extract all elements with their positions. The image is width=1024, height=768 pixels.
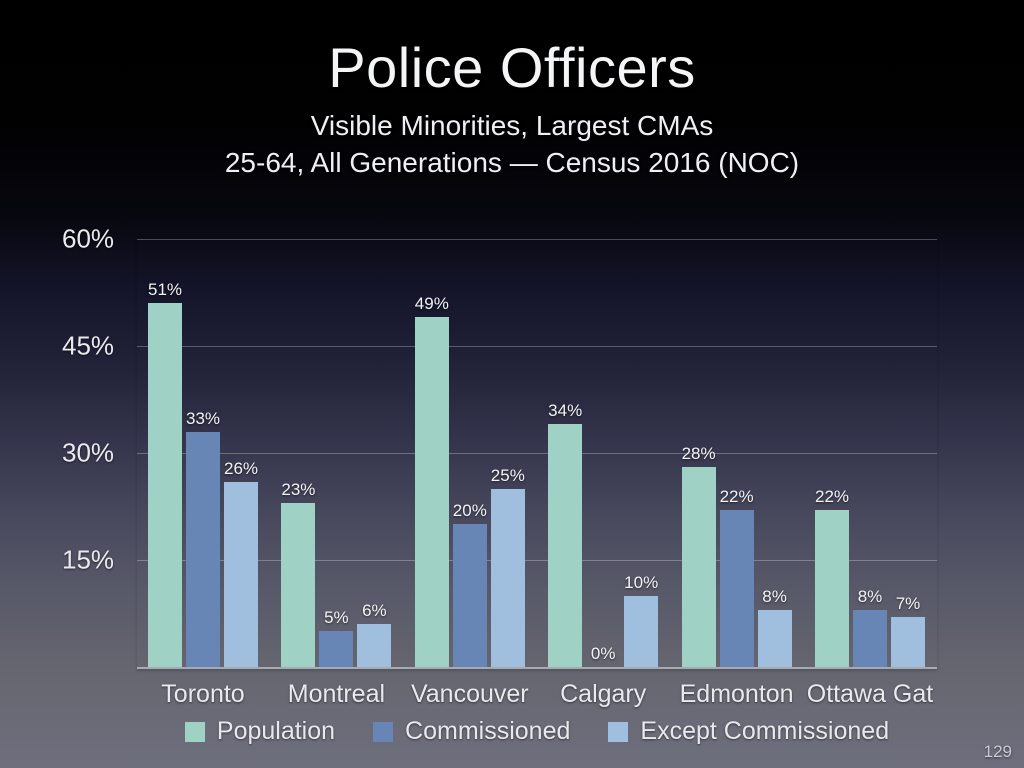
bar-population [681,467,716,667]
bar-value-label: 0% [590,644,616,663]
y-axis-tick-label: 45% [62,330,115,361]
bar-group-montreal: 23% 5% 6% [281,239,392,667]
bar-value-label: 34% [548,401,583,421]
slide-subtitle-line1: Visible Minorities, Largest CMAs [310,110,714,142]
bar-value-label: 49% [414,294,449,314]
bar-except-commissioned [490,488,525,667]
x-axis-category-label: Montreal [287,680,386,708]
bar-except-commissioned [624,595,659,667]
bar-value-label: 7% [895,594,921,614]
x-axis-category-label: Edmonton [679,680,794,708]
bar-value-label: 6% [362,601,387,621]
bar-population [548,424,583,667]
bar-value-label: 22% [719,487,754,507]
slide-title: Police Officers [328,36,696,99]
y-axis-tick-label: 15% [62,544,115,575]
bar-population [148,303,182,667]
bar-value-label: 28% [681,444,716,464]
bar-group-ottawa-gat: 22% 8% 7% [815,239,925,667]
legend-swatch-icon [184,721,205,742]
bar-commissioned [452,524,487,667]
gridline [137,453,937,454]
legend-item-except-commissioned: Except Commissioned [608,717,889,746]
x-axis-category-label: Vancouver [410,680,529,708]
bar-group-calgary: 34% 0% 10% [548,239,658,667]
x-axis-category-label: Calgary [560,680,647,708]
legend-label: Except Commissioned [640,717,890,745]
chart-legend: Population Commissioned Except Commissione… [137,717,937,746]
gridline [137,346,937,347]
bar-population [281,502,316,667]
page-number: 129 [983,742,1012,761]
legend-swatch-icon [373,721,394,742]
gridline [137,239,937,240]
legend-item-population: Population [184,717,336,746]
x-axis-category-label: Ottawa Gat [806,680,934,708]
bar-value-label: 33% [185,408,221,428]
bar-except-commissioned [224,481,258,667]
bar-population [414,317,449,667]
bar-value-label: 25% [490,465,525,485]
legend-item-commissioned: Commissioned [373,717,570,746]
bar-group-toronto: 51% 33% 26% [148,239,258,667]
y-axis-tick-label: 30% [62,437,115,468]
gridline [137,560,937,561]
legend-label: Population [216,717,336,745]
bar-commissioned [719,510,754,667]
plot-area: 51% 33% 26% 23% 5% 6% 49% 20% 25% 34% 0% 10% 28% 22% 8… [137,239,937,669]
legend-swatch-icon [608,721,629,742]
bar-value-label: 26% [223,458,259,478]
bar-group-edmonton: 28% 22% 8% [682,239,792,667]
y-axis-tick-label: 60% [62,223,115,254]
bar-commissioned [186,431,220,667]
bar-commissioned [853,609,887,667]
bar-value-label: 8% [857,586,883,606]
legend-label: Commissioned [405,717,571,745]
slide-header: Police Officers Visible Minorities, Larg… [0,0,1024,181]
slide-subtitle-line2: 25-64, All Generations — Census 2016 (NO… [224,146,800,178]
bar-value-label: 22% [814,487,850,507]
bar-value-label: 8% [762,586,787,606]
bar-except-commissioned [357,624,392,667]
bar-except-commissioned [757,609,792,667]
bar-value-label: 51% [147,280,183,300]
bar-except-commissioned [891,617,925,667]
bar-group-vancouver: 49% 20% 25% [415,239,525,667]
bar-value-label: 20% [452,501,487,521]
bar-value-label: 23% [281,479,316,499]
bar-commissioned [319,631,354,667]
bar-value-label: 10% [624,572,659,592]
bar-population [815,510,849,667]
bar-value-label: 5% [324,608,349,628]
x-axis-category-label: Toronto [161,680,245,708]
